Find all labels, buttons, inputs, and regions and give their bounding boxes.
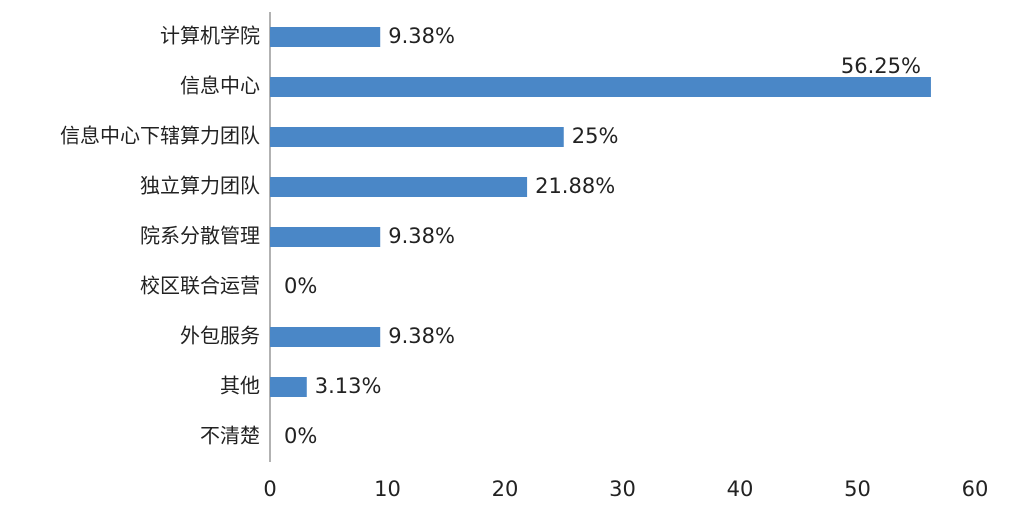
x-tick-label: 30 xyxy=(609,477,636,501)
x-tick-label: 40 xyxy=(727,477,754,501)
y-tick-label: 信息中心下辖算力团队 xyxy=(60,124,260,148)
y-tick-label: 外包服务 xyxy=(180,324,260,348)
y-tick-label: 计算机学院 xyxy=(160,24,260,48)
y-tick-label: 不清楚 xyxy=(200,424,260,448)
bar xyxy=(270,27,381,47)
value-label: 9.38% xyxy=(388,324,455,348)
value-label: 0% xyxy=(284,274,317,298)
value-label: 3.13% xyxy=(315,374,382,398)
value-label: 25% xyxy=(572,124,619,148)
x-tick-label: 60 xyxy=(962,477,989,501)
bar xyxy=(270,327,381,347)
bar xyxy=(270,127,564,147)
bar xyxy=(270,227,381,247)
x-tick-label: 0 xyxy=(263,477,276,501)
y-tick-label: 院系分散管理 xyxy=(140,224,260,248)
x-tick-label: 10 xyxy=(374,477,401,501)
value-label: 21.88% xyxy=(535,174,615,198)
y-tick-label: 信息中心 xyxy=(180,74,260,98)
bar xyxy=(270,177,528,197)
value-label: 9.38% xyxy=(388,24,455,48)
value-label: 56.25% xyxy=(841,54,921,78)
bar xyxy=(270,77,931,97)
value-label: 0% xyxy=(284,424,317,448)
x-tick-label: 50 xyxy=(844,477,871,501)
x-tick-label: 20 xyxy=(492,477,519,501)
bar xyxy=(270,377,307,397)
value-label: 9.38% xyxy=(388,224,455,248)
y-tick-label: 独立算力团队 xyxy=(140,174,260,198)
y-tick-label: 校区联合运营 xyxy=(140,274,260,298)
y-tick-label: 其他 xyxy=(220,374,260,398)
